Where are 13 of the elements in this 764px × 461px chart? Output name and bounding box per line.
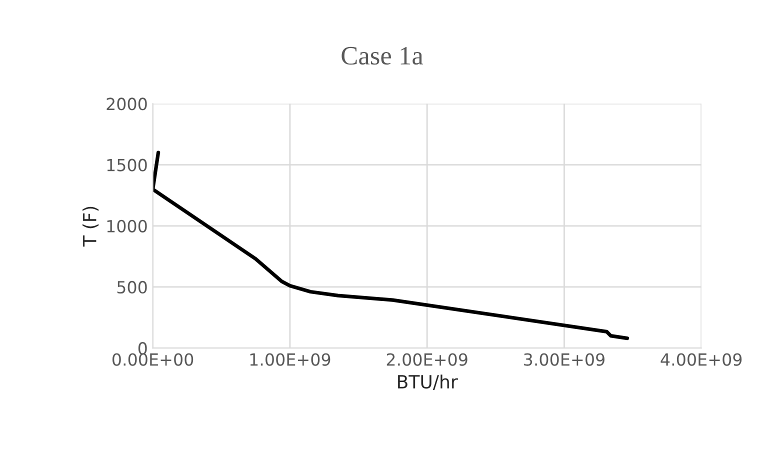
- chart-title: Case 1a: [342, 46, 424, 65]
- x-tick-label: 3.00E+09: [524, 353, 604, 366]
- y-tick-label: 1000: [107, 220, 147, 232]
- x-axis-title: BTU/hr: [398, 374, 458, 390]
- y-tick-label: 500: [117, 280, 147, 294]
- y-tick-label: 2000: [106, 98, 147, 110]
- y-tick-label: 1500: [107, 158, 147, 172]
- x-tick-label: 4.00E+09: [660, 353, 742, 366]
- x-tick-label: 1.00E+09: [250, 353, 330, 366]
- x-tick-label: 0.00E+00: [112, 353, 194, 366]
- y-axis-title: T (F): [82, 206, 99, 247]
- x-tick-label: 2.00E+09: [386, 353, 468, 366]
- line-series: [152, 150, 630, 340]
